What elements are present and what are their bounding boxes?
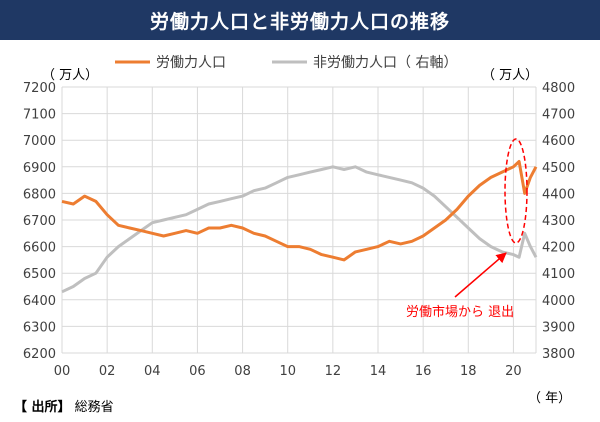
series (61, 160, 538, 294)
legend: 労働力人口 非労働力人口（ 右軸） (115, 55, 457, 71)
right-tick-label: 4700 (542, 108, 575, 123)
left-tick-label: 6900 (23, 161, 56, 176)
right-tick-label: 4300 (542, 214, 575, 229)
legend-label-non-labor: 非労働力人口（ 右軸） (313, 55, 457, 71)
right-tick-label: 4000 (542, 294, 575, 309)
non-labor-force-line (61, 165, 538, 294)
x-tick-label: 12 (325, 364, 342, 379)
right-tick-label: 4400 (542, 187, 575, 202)
x-tick-label: 06 (189, 364, 206, 379)
right-axis: 3800 3900 4000 4100 4200 4300 4400 4500 4600 4700… (542, 81, 575, 362)
right-tick-label: 4500 (542, 161, 575, 176)
x-tick-label: 14 (370, 364, 387, 379)
annotation-text: 労働市場から 退出 (406, 304, 514, 320)
right-tick-label: 3800 (542, 347, 575, 362)
x-tick-label: 20 (505, 364, 522, 379)
left-tick-label: 7000 (23, 134, 56, 149)
left-tick-label: 6400 (23, 294, 56, 309)
x-tick-label: 10 (279, 364, 296, 379)
legend-label-labor: 労働力人口 (156, 55, 226, 71)
left-tick-label: 6500 (23, 267, 56, 282)
right-axis-unit: （ 万人） (482, 68, 538, 83)
chart-title: 労働力人口と非労働力人口の推移 (149, 10, 450, 33)
left-tick-label: 6200 (23, 347, 56, 362)
annotation-arrow (454, 252, 507, 298)
chart: 6200 6300 6400 6500 6600 6700 6800 6900 7000 7100… (23, 55, 575, 406)
x-tick-label: 02 (99, 364, 116, 379)
labor-force-line (61, 160, 538, 262)
right-tick-label: 4200 (542, 241, 575, 256)
left-tick-label: 6700 (23, 214, 56, 229)
left-tick-label: 7100 (23, 108, 56, 123)
left-tick-label: 6600 (23, 241, 56, 256)
left-tick-label: 7200 (23, 81, 56, 96)
left-axis-unit: （ 万人） (42, 68, 98, 83)
annotation-ellipse (504, 138, 528, 244)
left-axis: 6200 6300 6400 6500 6600 6700 6800 6900 7000 7100… (23, 81, 56, 362)
left-tick-label: 6800 (23, 187, 56, 202)
title-bar: 労働力人口と非労働力人口の推移 (0, 0, 600, 40)
right-tick-label: 4800 (542, 81, 575, 96)
grid-lines (61, 86, 537, 354)
source-note: 【 出所】 総務省 (14, 396, 114, 415)
annotation: 労働市場から 退出 (406, 138, 528, 320)
x-tick-label: 16 (415, 364, 432, 379)
x-axis: 00 02 04 06 08 10 12 14 16 18 20 (54, 364, 522, 379)
x-tick-label: 18 (460, 364, 477, 379)
right-tick-label: 4100 (542, 267, 575, 282)
right-tick-label: 4600 (542, 134, 575, 149)
x-tick-label: 04 (144, 364, 161, 379)
x-tick-label: 00 (54, 364, 71, 379)
x-tick-label: 08 (234, 364, 251, 379)
left-tick-label: 6300 (23, 320, 56, 335)
right-tick-label: 3900 (542, 320, 575, 335)
source-label: 【 出所】 (14, 400, 71, 415)
source-value: 総務省 (74, 400, 114, 415)
x-axis-unit: （ 年） (528, 391, 571, 406)
